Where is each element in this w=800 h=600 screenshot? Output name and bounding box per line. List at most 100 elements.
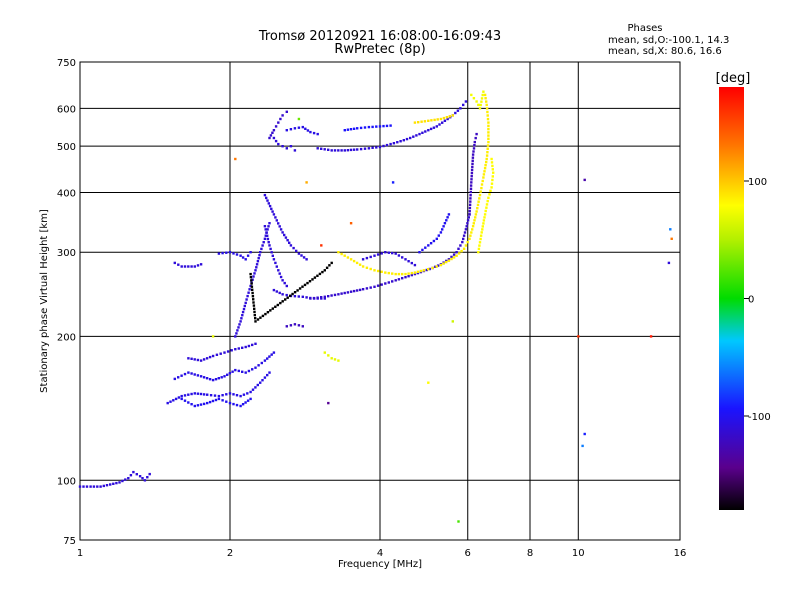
data-point — [361, 265, 365, 268]
data-point — [288, 241, 291, 244]
data-point — [285, 284, 288, 288]
data-point — [245, 298, 248, 301]
data-point — [183, 394, 187, 397]
data-point — [473, 219, 476, 222]
data-point — [289, 145, 293, 148]
data-point — [361, 258, 365, 261]
data-point — [450, 255, 453, 259]
data-point — [343, 149, 346, 152]
data-point — [301, 125, 304, 129]
data-point — [459, 244, 462, 247]
data-point — [202, 393, 206, 396]
data-point — [447, 258, 451, 261]
data-point — [583, 178, 586, 182]
data-point — [257, 364, 260, 367]
data-point — [279, 301, 282, 305]
data-point — [472, 147, 476, 150]
data-point — [380, 270, 383, 273]
data-point — [215, 353, 219, 356]
data-point — [489, 189, 492, 192]
data-point — [480, 183, 484, 186]
data-point — [474, 136, 477, 140]
data-point — [190, 357, 193, 360]
data-point — [355, 261, 359, 265]
data-point — [485, 203, 489, 206]
data-point — [305, 181, 308, 184]
data-point — [254, 269, 257, 272]
data-point — [214, 398, 218, 402]
data-point — [252, 275, 255, 278]
data-point — [446, 117, 449, 121]
data-point — [298, 287, 302, 290]
data-point — [483, 213, 487, 216]
data-point — [261, 314, 265, 318]
data-point — [259, 251, 262, 254]
data-point — [460, 249, 463, 253]
data-point — [180, 394, 183, 398]
data-point — [448, 115, 451, 118]
data-point — [244, 371, 247, 374]
data-point — [380, 252, 383, 255]
data-point — [226, 350, 230, 353]
data-point — [228, 372, 232, 375]
data-point — [649, 335, 653, 338]
data-point — [231, 370, 234, 373]
data-point — [169, 400, 172, 403]
data-point — [363, 126, 367, 129]
data-point — [486, 117, 490, 121]
data-point — [279, 117, 282, 121]
data-point — [252, 298, 255, 301]
data-point — [486, 114, 489, 117]
data-point — [254, 366, 257, 369]
data-point — [292, 246, 295, 250]
data-point — [457, 252, 461, 255]
data-point — [301, 285, 304, 288]
data-point — [471, 159, 474, 162]
data-point — [474, 216, 477, 219]
data-point — [355, 289, 359, 292]
data-point — [254, 342, 257, 345]
data-point — [187, 393, 190, 396]
data-point — [235, 332, 238, 335]
data-point — [241, 310, 245, 314]
data-point — [469, 200, 472, 203]
data-point — [394, 279, 397, 282]
data-point — [239, 254, 242, 257]
data-point — [359, 147, 363, 151]
data-point — [196, 264, 200, 267]
data-point — [438, 123, 441, 126]
data-point — [429, 127, 433, 131]
data-point — [389, 124, 392, 127]
data-point — [352, 259, 356, 263]
data-point — [247, 369, 251, 373]
data-point — [466, 219, 470, 222]
data-point — [486, 147, 489, 150]
data-point — [410, 271, 413, 275]
data-point — [249, 251, 252, 254]
data-point — [376, 253, 380, 256]
data-point — [253, 310, 256, 314]
data-point — [312, 131, 316, 135]
data-point — [259, 381, 262, 384]
data-point — [470, 171, 474, 175]
data-point — [266, 199, 269, 202]
data-point — [260, 361, 263, 365]
data-point — [464, 228, 468, 231]
data-point — [266, 237, 270, 241]
data-point — [470, 178, 473, 181]
data-point — [439, 117, 443, 121]
data-point — [401, 256, 404, 259]
data-point — [146, 476, 149, 479]
y-tick-label: 200 — [57, 332, 76, 343]
data-point — [454, 111, 457, 115]
data-point — [367, 125, 371, 129]
data-point — [413, 271, 417, 274]
data-point — [217, 397, 221, 401]
data-point — [238, 323, 241, 326]
data-point — [244, 301, 247, 305]
data-point — [269, 309, 272, 312]
data-point — [281, 300, 284, 303]
data-point — [225, 393, 228, 396]
data-point — [250, 285, 254, 288]
data-point — [249, 397, 252, 401]
